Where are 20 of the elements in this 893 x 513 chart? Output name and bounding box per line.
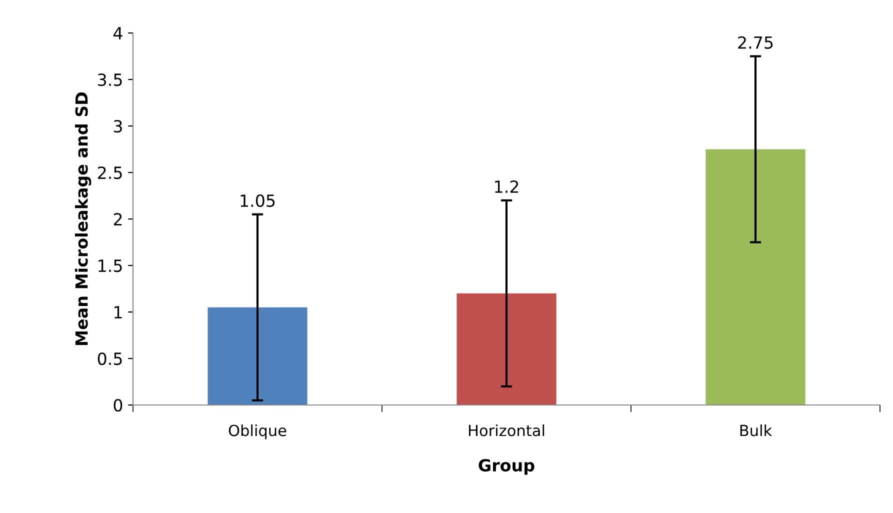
x-tick-label: Horizontal	[468, 424, 544, 436]
annotation: 1.05	[240, 194, 275, 207]
y-axis-title: Mean Microleakage and SD	[74, 92, 92, 345]
x-axis-title: Group	[478, 458, 534, 475]
bar	[208, 307, 308, 405]
y-tick-label: 3.5	[98, 73, 122, 86]
y-tick-label: 0	[114, 398, 122, 412]
y-tick-label: 3	[114, 120, 122, 133]
annotation: 1.2	[495, 180, 518, 193]
x-tick-label: Oblique	[228, 424, 286, 440]
y-tick-label: 2.5	[98, 166, 122, 180]
y-tick-label: 1.5	[98, 260, 122, 272]
bar	[706, 149, 806, 405]
y-tick-label: 0.5	[98, 352, 122, 366]
y-tick-label: 1	[114, 306, 122, 318]
bar	[456, 293, 556, 405]
y-tick-label: 4	[113, 27, 122, 40]
y-tick-label: 2	[114, 212, 122, 226]
x-tick-label: Bulk	[740, 424, 772, 436]
annotation: 2.75	[738, 36, 773, 49]
